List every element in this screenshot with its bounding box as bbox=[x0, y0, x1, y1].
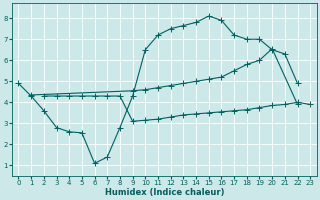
X-axis label: Humidex (Indice chaleur): Humidex (Indice chaleur) bbox=[105, 188, 224, 197]
